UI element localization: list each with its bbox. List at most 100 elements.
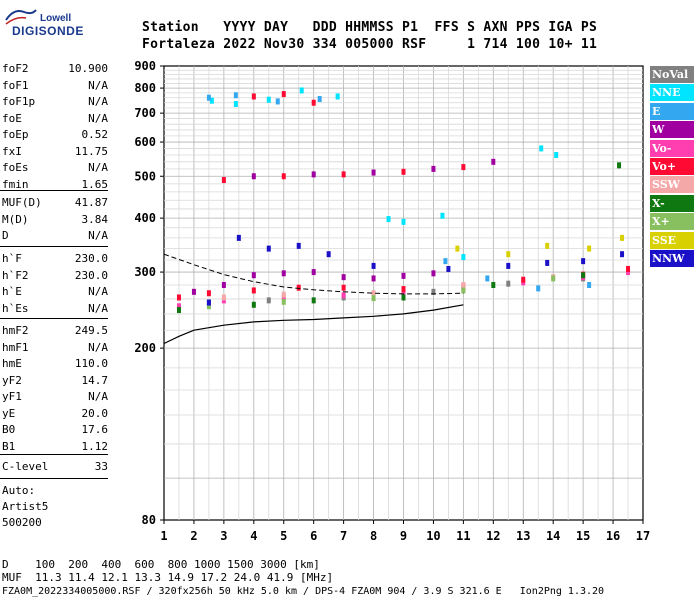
data-point bbox=[431, 288, 436, 295]
param-value: 20.0 bbox=[81, 406, 109, 420]
data-point bbox=[554, 151, 559, 158]
trace-w bbox=[191, 158, 496, 295]
legend-item-vo-: Vo- bbox=[650, 139, 694, 157]
x-tick-label: 3 bbox=[220, 529, 227, 543]
plot-grid bbox=[163, 65, 644, 521]
legend-item-noval: NoVal bbox=[650, 66, 694, 83]
param-row-hf2: h`F2 230.0 bbox=[2, 269, 108, 283]
data-point bbox=[386, 216, 391, 223]
x-tick-label: 17 bbox=[636, 529, 650, 543]
param-row-foep: foEp 0.52 bbox=[2, 128, 108, 142]
param-value: 230.0 bbox=[74, 268, 108, 282]
param-name: h`Es bbox=[2, 301, 29, 315]
data-point bbox=[581, 258, 586, 265]
distance-row: D 100 200 400 600 800 1000 1500 3000 [km… bbox=[2, 558, 320, 571]
data-point bbox=[281, 298, 286, 305]
data-point bbox=[176, 307, 181, 314]
data-point bbox=[206, 303, 211, 310]
data-point bbox=[371, 262, 376, 269]
legend-item-nnw: NNW bbox=[650, 250, 694, 267]
data-point bbox=[281, 91, 286, 98]
data-point bbox=[209, 97, 214, 104]
x-tick-label: 7 bbox=[340, 529, 347, 543]
data-point bbox=[431, 270, 436, 277]
param-value: 3.84 bbox=[81, 212, 109, 226]
trace-x- bbox=[176, 162, 622, 314]
data-point bbox=[521, 276, 526, 283]
data-point bbox=[275, 98, 280, 105]
param-name: C-level bbox=[2, 460, 49, 473]
trace-nnw bbox=[206, 234, 625, 306]
data-point bbox=[191, 288, 196, 295]
legend-item-x-: X+ bbox=[650, 213, 694, 231]
data-point bbox=[317, 95, 322, 102]
data-point bbox=[311, 171, 316, 178]
legend-item-w: W bbox=[650, 121, 694, 139]
param-name: h`F2 bbox=[2, 268, 29, 282]
param-value: 110.0 bbox=[74, 357, 108, 370]
data-point bbox=[401, 286, 406, 293]
data-point bbox=[440, 212, 445, 219]
data-point bbox=[233, 100, 238, 107]
data-point bbox=[341, 274, 346, 281]
param-value: 230.0 bbox=[74, 252, 108, 265]
data-point bbox=[617, 162, 622, 169]
x-tick-label: 5 bbox=[280, 529, 287, 543]
data-point bbox=[506, 262, 511, 269]
x-tick-label: 1 bbox=[160, 529, 167, 543]
param-name: B1 bbox=[2, 439, 16, 453]
param-value: N/A bbox=[88, 95, 108, 108]
data-point bbox=[506, 280, 511, 287]
x-tick-label: 11 bbox=[456, 529, 470, 543]
data-point bbox=[326, 251, 331, 258]
muf-row: MUF 11.3 11.4 12.1 13.3 14.9 17.2 24.0 4… bbox=[2, 571, 334, 584]
param-value: N/A bbox=[88, 78, 108, 92]
dashed-profile-curve bbox=[163, 253, 464, 295]
x-tick-label: 4 bbox=[250, 529, 257, 543]
data-point bbox=[620, 251, 625, 258]
param-value: N/A bbox=[88, 229, 108, 242]
data-point bbox=[587, 282, 592, 289]
data-point bbox=[221, 282, 226, 289]
param-name: hmE bbox=[2, 357, 22, 370]
x-tick-label: 16 bbox=[606, 529, 620, 543]
logo-brand: Lowell bbox=[40, 13, 72, 24]
data-point bbox=[587, 245, 592, 252]
data-point bbox=[221, 294, 226, 301]
data-point bbox=[401, 218, 406, 225]
legend-item-sse: SSE bbox=[650, 231, 694, 249]
digisonde-logo-icon bbox=[5, 9, 37, 25]
param-value: 17.6 bbox=[81, 423, 109, 436]
panel-separator bbox=[0, 190, 108, 191]
data-point bbox=[485, 275, 490, 282]
param-row-hme: hmE 110.0 bbox=[2, 357, 108, 371]
legend-item-x-: X- bbox=[650, 194, 694, 212]
x-tick-label: 8 bbox=[370, 529, 377, 543]
param-name: fmin bbox=[2, 177, 29, 191]
param-name: D bbox=[2, 229, 9, 242]
x-tick-label: 12 bbox=[486, 529, 500, 543]
param-name: foEp bbox=[2, 128, 29, 141]
data-point bbox=[251, 287, 256, 294]
trace-sse bbox=[455, 234, 625, 258]
data-point bbox=[545, 242, 550, 249]
plot-axes: 1 2 3 4 5 6 7 8 9 10 11 12 13 14 15 16 17802003004005006… bbox=[134, 59, 650, 543]
data-point bbox=[281, 173, 286, 180]
param-value: 33 bbox=[94, 460, 108, 473]
data-point bbox=[626, 269, 631, 276]
data-point bbox=[296, 242, 301, 249]
legend-item-vo-: Vo+ bbox=[650, 158, 694, 175]
data-point bbox=[206, 299, 211, 306]
legend-item-ssw: SSW bbox=[650, 176, 694, 194]
auto-label: Auto: bbox=[2, 484, 36, 497]
trace-nne bbox=[209, 87, 559, 261]
data-point bbox=[341, 292, 346, 299]
param-name: foEs bbox=[2, 161, 29, 174]
x-tick-label: 15 bbox=[576, 529, 590, 543]
param-value: 249.5 bbox=[74, 324, 108, 337]
param-name: h`F bbox=[2, 252, 22, 265]
auto-code: 500200 bbox=[2, 516, 42, 529]
param-name: foE bbox=[2, 111, 22, 125]
plot-marks bbox=[176, 87, 631, 314]
